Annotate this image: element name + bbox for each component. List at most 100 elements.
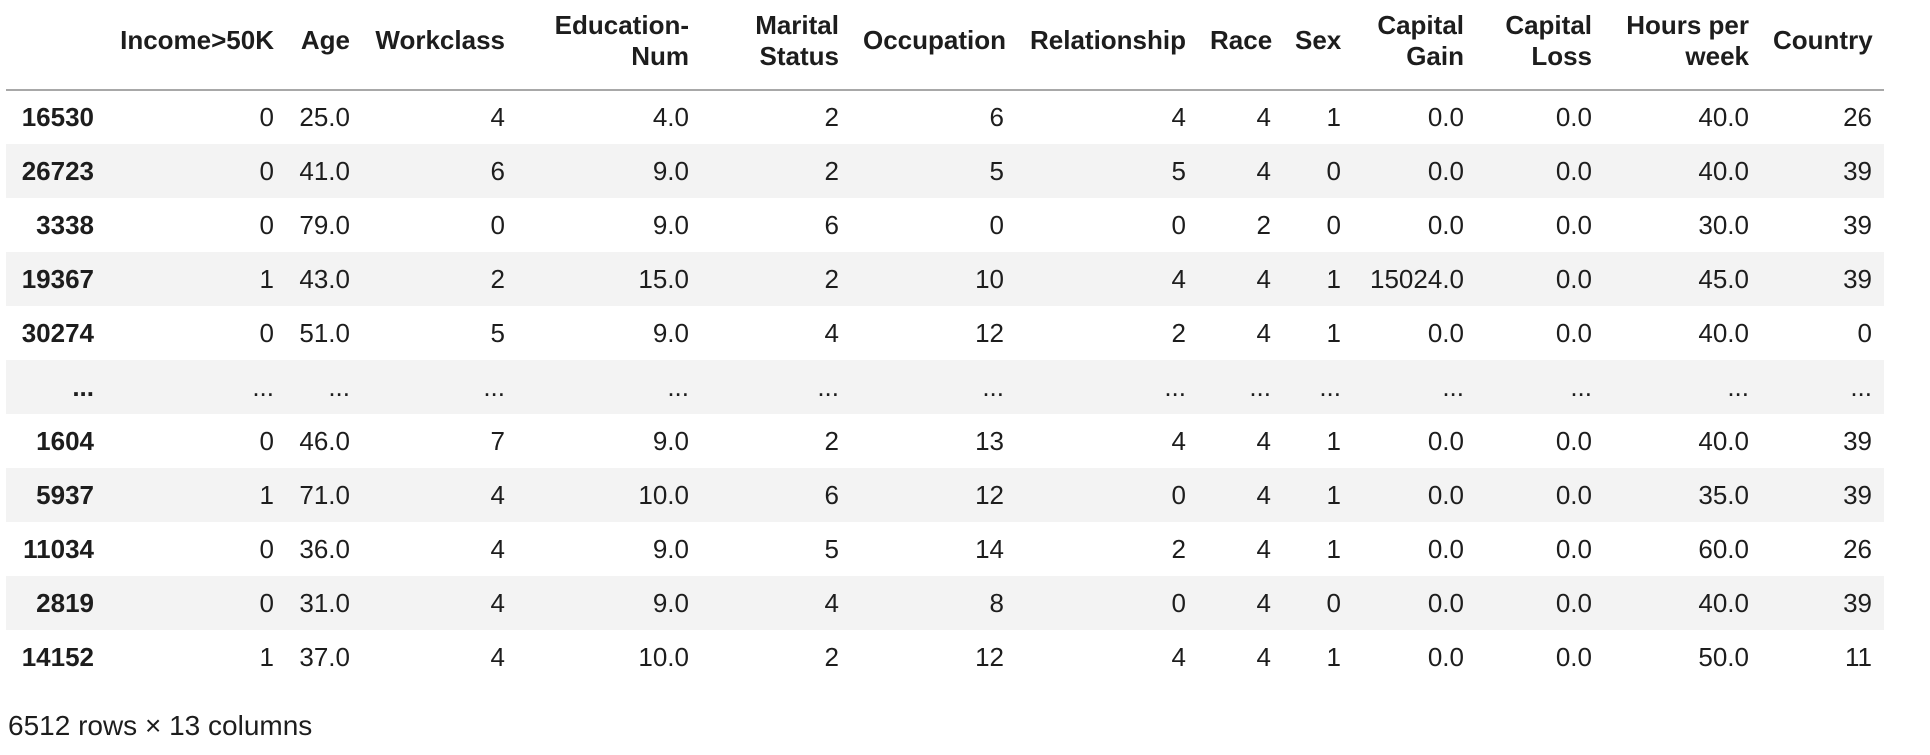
cell: 39 — [1843, 479, 1872, 510]
cell: 4 — [1256, 263, 1271, 294]
cell: 4 — [490, 587, 505, 618]
cell: 10.0 — [638, 641, 689, 672]
cell: 1 — [259, 641, 274, 672]
cell: 2 — [1171, 317, 1186, 348]
cell: 1 — [1326, 425, 1341, 456]
cell: 71.0 — [299, 479, 350, 510]
cell: 0 — [259, 425, 274, 456]
column-header: Sex — [1283, 0, 1353, 91]
column-header: Education-Num — [517, 0, 701, 91]
cell: 4 — [1256, 533, 1271, 564]
cell: ... — [982, 371, 1004, 402]
cell: 0.0 — [1427, 102, 1464, 132]
cell: 2 — [824, 263, 839, 294]
cell: 46.0 — [299, 425, 350, 456]
row-index: 16530 — [21, 102, 94, 132]
column-header: Hours per week — [1604, 0, 1761, 91]
table-row: 11034 0 36.0 4 9.0 5 14 2 4 1 0.0 0.0 60.0 26 — [6, 522, 1884, 576]
cell: 9.0 — [652, 587, 689, 618]
cell: 0.0 — [1427, 533, 1464, 564]
cell: 26 — [1843, 102, 1872, 132]
cell: 39 — [1843, 263, 1872, 294]
cell: 39 — [1843, 155, 1872, 186]
dataframe-table: Income>50K Age Workclass Education-Num Marit… — [6, 0, 1884, 684]
cell: 36.0 — [299, 533, 350, 564]
cell: 39 — [1843, 209, 1872, 240]
cell: 10.0 — [638, 479, 689, 510]
cell: 0.0 — [1427, 317, 1464, 348]
cell: 45.0 — [1698, 263, 1749, 294]
cell: 4 — [490, 641, 505, 672]
cell: 40.0 — [1698, 102, 1749, 132]
cell: 12 — [975, 479, 1004, 510]
cell: 0 — [1171, 209, 1186, 240]
cell: 4 — [824, 587, 839, 618]
column-header: Country — [1761, 0, 1884, 91]
cell: 1 — [1326, 102, 1341, 132]
cell: 0 — [1326, 209, 1341, 240]
row-index: 1604 — [36, 425, 94, 456]
cell: 2 — [1256, 209, 1271, 240]
cell: 1 — [1326, 263, 1341, 294]
cell: 0.0 — [1555, 533, 1592, 564]
cell: 25.0 — [299, 102, 350, 132]
cell: 0 — [490, 209, 505, 240]
cell: 40.0 — [1698, 425, 1749, 456]
cell: 4 — [1256, 317, 1271, 348]
cell: 1 — [1326, 317, 1341, 348]
cell: 4 — [1171, 102, 1186, 132]
row-index: 19367 — [21, 263, 94, 294]
column-header: Capital Loss — [1476, 0, 1604, 91]
cell: 0.0 — [1555, 102, 1592, 132]
cell: 40.0 — [1698, 587, 1749, 618]
index-header — [6, 0, 106, 91]
cell: 4.0 — [652, 102, 689, 132]
cell: 4 — [1171, 425, 1186, 456]
cell: 14 — [975, 533, 1004, 564]
cell: 0 — [259, 587, 274, 618]
cell: 0.0 — [1427, 425, 1464, 456]
cell: 2 — [1171, 533, 1186, 564]
cell: 4 — [1256, 102, 1271, 132]
cell: 0.0 — [1555, 479, 1592, 510]
row-index: 30274 — [21, 317, 94, 348]
cell: 15024.0 — [1370, 263, 1464, 294]
column-header: Workclass — [362, 0, 517, 91]
cell: 26 — [1843, 533, 1872, 564]
cell: ... — [483, 371, 505, 402]
cell: 4 — [1171, 641, 1186, 672]
table-body: 16530 0 25.0 4 4.0 2 6 4 4 1 0.0 0.0 40.0 26 26723 0 41.… — [6, 90, 1884, 684]
cell: 31.0 — [299, 587, 350, 618]
cell: 15.0 — [638, 263, 689, 294]
cell: 0 — [259, 209, 274, 240]
cell: 9.0 — [652, 209, 689, 240]
cell: 9.0 — [652, 425, 689, 456]
cell: 10 — [975, 263, 1004, 294]
column-header: Relationship — [1016, 0, 1198, 91]
cell: 50.0 — [1698, 641, 1749, 672]
cell: 4 — [1256, 425, 1271, 456]
cell: 4 — [1256, 155, 1271, 186]
table-row: 30274 0 51.0 5 9.0 4 12 2 4 1 0.0 0.0 40.0 0 — [6, 306, 1884, 360]
cell: 30.0 — [1698, 209, 1749, 240]
cell: 39 — [1843, 587, 1872, 618]
cell: 0 — [1171, 587, 1186, 618]
cell: 2 — [824, 155, 839, 186]
table-row: 2819 0 31.0 4 9.0 4 8 0 4 0 0.0 0.0 40.0 39 — [6, 576, 1884, 630]
cell: 1 — [1326, 533, 1341, 564]
cell: 4 — [490, 533, 505, 564]
row-index: 11034 — [23, 533, 94, 564]
cell: 0 — [259, 317, 274, 348]
cell: ... — [1442, 371, 1464, 402]
cell: 1 — [1326, 479, 1341, 510]
cell: 51.0 — [299, 317, 350, 348]
cell: 0 — [1326, 155, 1341, 186]
cell: ... — [667, 371, 689, 402]
cell: 0.0 — [1555, 317, 1592, 348]
cell: 4 — [1256, 479, 1271, 510]
cell: 0.0 — [1555, 155, 1592, 186]
cell: 0.0 — [1427, 641, 1464, 672]
cell: 4 — [1256, 641, 1271, 672]
cell: 5 — [989, 155, 1004, 186]
